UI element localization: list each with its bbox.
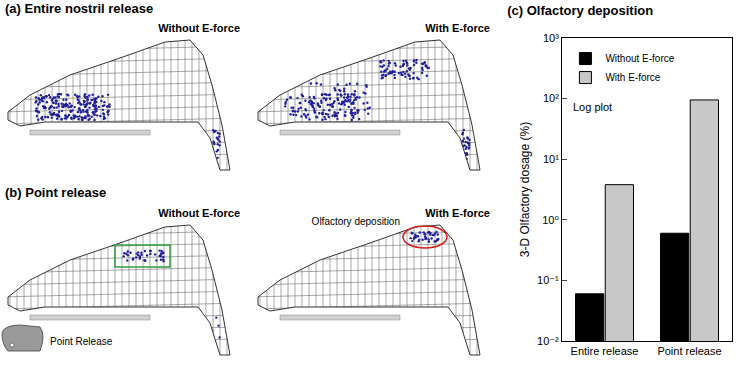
svg-text:3-D Olfactory dosage (%): 3-D Olfactory dosage (%) bbox=[518, 122, 532, 257]
svg-text:10⁻¹: 10⁻¹ bbox=[537, 274, 559, 286]
svg-text:Point release: Point release bbox=[657, 345, 721, 357]
svg-text:Without E-force: Without E-force bbox=[158, 207, 240, 219]
svg-text:With E-force: With E-force bbox=[605, 72, 660, 83]
svg-text:(a) Entire nostril release: (a) Entire nostril release bbox=[5, 1, 153, 16]
svg-text:Without E-force: Without E-force bbox=[605, 53, 674, 64]
svg-text:Entire release: Entire release bbox=[571, 345, 639, 357]
svg-text:Without E-force: Without E-force bbox=[158, 22, 240, 34]
svg-text:(b) Point release: (b) Point release bbox=[5, 185, 106, 200]
svg-text:(c) Olfactory deposition: (c) Olfactory deposition bbox=[507, 3, 653, 18]
svg-text:Point Release: Point Release bbox=[50, 336, 113, 347]
svg-text:10⁻²: 10⁻² bbox=[537, 335, 559, 347]
svg-text:With E-force: With E-force bbox=[425, 22, 490, 34]
svg-text:With E-force: With E-force bbox=[425, 207, 490, 219]
svg-text:10²: 10² bbox=[543, 92, 559, 104]
svg-text:10¹: 10¹ bbox=[543, 153, 559, 165]
svg-text:10⁰: 10⁰ bbox=[542, 214, 559, 226]
svg-text:Olfactory deposition: Olfactory deposition bbox=[312, 216, 400, 227]
svg-text:10³: 10³ bbox=[543, 32, 559, 44]
svg-text:Log plot: Log plot bbox=[573, 101, 612, 113]
